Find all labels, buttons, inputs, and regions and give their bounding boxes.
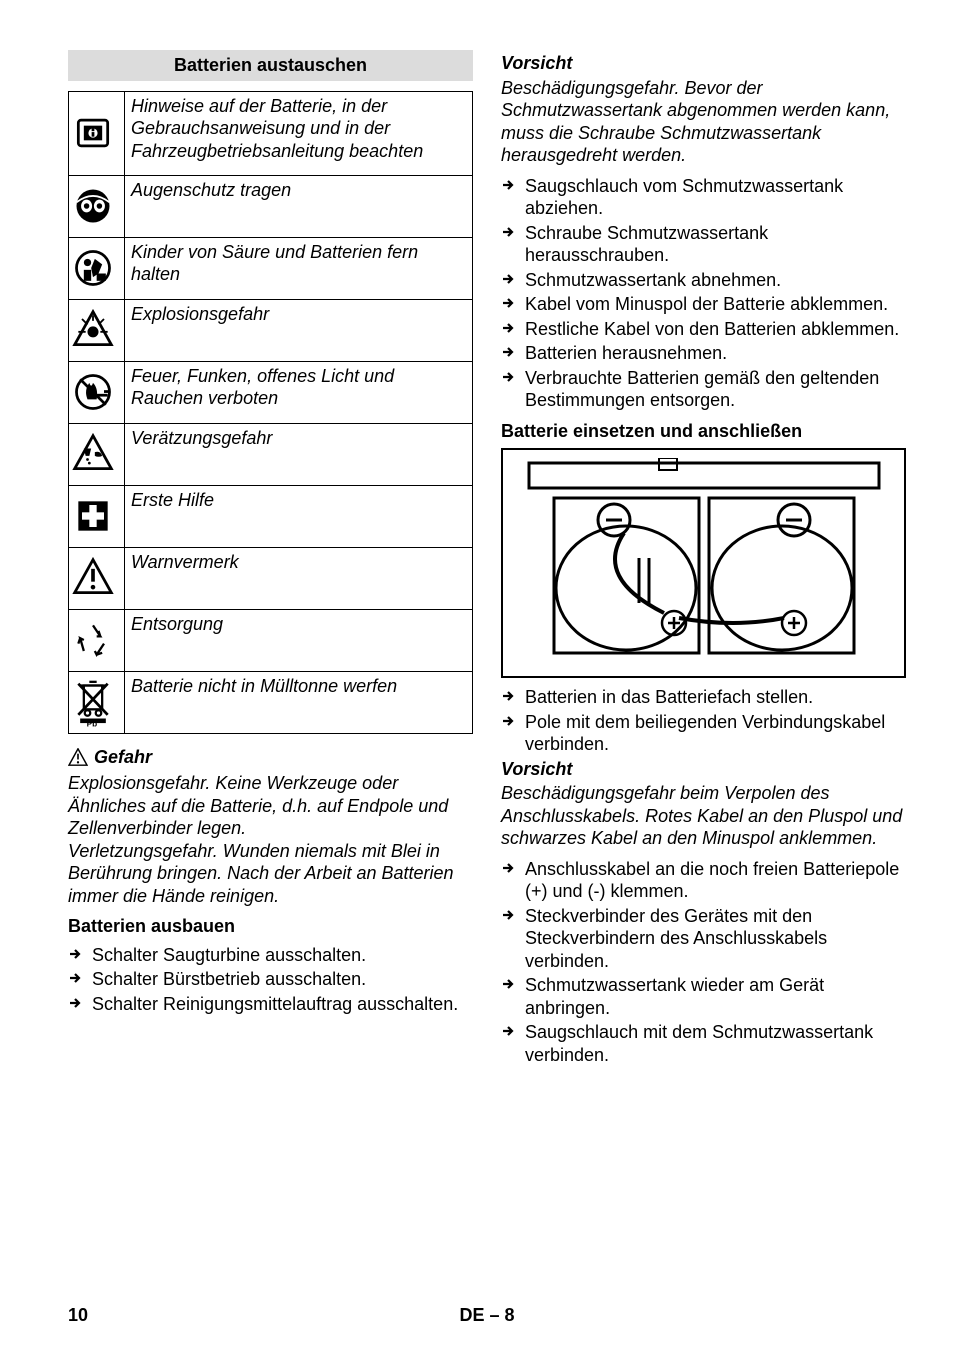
icon-row-text: Erste Hilfe [125, 485, 473, 547]
caution2-heading: Vorsicht [501, 758, 906, 781]
step-text: Schraube Schmutzwassertank herausschraub… [525, 222, 906, 267]
icon-row-text: Verätzungsgefahr [125, 423, 473, 485]
page-number: 10 [68, 1304, 88, 1327]
step-text: Restliche Kabel von den Batterien abklem… [525, 318, 899, 341]
caution1-heading: Vorsicht [501, 52, 906, 75]
icon-row-text: Batterie nicht in Mülltonne werfen [125, 671, 473, 733]
step-item: Restliche Kabel von den Batterien abklem… [501, 318, 906, 341]
step-text: Batterien in das Batteriefach stellen. [525, 686, 813, 709]
step-item: Schmutzwassertank abnehmen. [501, 269, 906, 292]
caution1-text: Beschädigungsgefahr. Bevor der Schmutzwa… [501, 77, 906, 167]
danger-label: Gefahr [94, 746, 152, 769]
section-title: Batterien austauschen [68, 50, 473, 81]
right-column: Vorsicht Beschädigungsgefahr. Bevor der … [501, 50, 906, 1068]
step-item: Schalter Reinigungsmittelauftrag ausscha… [68, 993, 473, 1016]
firstaid-icon [69, 485, 125, 547]
step-text: Schmutzwassertank abnehmen. [525, 269, 781, 292]
battery-diagram [501, 448, 906, 678]
corrosive-icon [69, 423, 125, 485]
keepaway-icon [69, 237, 125, 299]
icon-row-text: Feuer, Funken, offenes Licht und Rauchen… [125, 361, 473, 423]
icon-row-text: Explosionsgefahr [125, 299, 473, 361]
step-item: Schalter Saugturbine ausschalten. [68, 944, 473, 967]
install-heading: Batterie einsetzen und anschließen [501, 420, 906, 443]
recycle-icon [69, 609, 125, 671]
eye-icon [69, 175, 125, 237]
icon-row-text: Hinweise auf der Batterie, in der Gebrau… [125, 91, 473, 175]
page-footer: 10 DE – 8 [68, 1304, 906, 1327]
step-item: Schalter Bürstbetrieb ausschalten. [68, 968, 473, 991]
step-item: Batterien herausnehmen. [501, 342, 906, 365]
step-text: Anschlusskabel an die noch freien Batter… [525, 858, 906, 903]
icon-table-row: Augenschutz tragen [69, 175, 473, 237]
svg-text:Pb: Pb [87, 720, 98, 728]
step-item: Saugschlauch vom Schmutzwassertank abzie… [501, 175, 906, 220]
warning-icon [69, 547, 125, 609]
icon-table-row: Feuer, Funken, offenes Licht und Rauchen… [69, 361, 473, 423]
danger-heading: Gefahr [68, 746, 473, 769]
left-column: Batterien austauschen Hinweise auf der B… [68, 50, 473, 1068]
step-text: Schalter Saugturbine ausschalten. [92, 944, 366, 967]
danger-text: Explosionsgefahr. Keine Werkzeuge oder Ä… [68, 772, 473, 907]
steps1-list: Saugschlauch vom Schmutzwassertank abzie… [501, 175, 906, 412]
step-item: Pole mit dem beiliegenden Verbindungskab… [501, 711, 906, 756]
step-text: Schalter Reinigungsmittelauftrag ausscha… [92, 993, 458, 1016]
step-item: Steckverbinder des Gerätes mit den Steck… [501, 905, 906, 973]
step-text: Kabel vom Minuspol der Batterie abklemme… [525, 293, 888, 316]
battery-diagram-svg [524, 458, 884, 668]
icon-table-row: Entsorgung [69, 609, 473, 671]
icon-table-row: Hinweise auf der Batterie, in der Gebrau… [69, 91, 473, 175]
noflames-icon [69, 361, 125, 423]
icon-row-text: Augenschutz tragen [125, 175, 473, 237]
step-text: Steckverbinder des Gerätes mit den Steck… [525, 905, 906, 973]
step-item: Schraube Schmutzwassertank herausschraub… [501, 222, 906, 267]
caution2-text: Beschädigungsgefahr beim Verpolen des An… [501, 782, 906, 850]
step-item: Batterien in das Batteriefach stellen. [501, 686, 906, 709]
icon-table-row: Erste Hilfe [69, 485, 473, 547]
step-item: Anschlusskabel an die noch freien Batter… [501, 858, 906, 903]
icon-row-text: Entsorgung [125, 609, 473, 671]
explosion-icon [69, 299, 125, 361]
step-text: Saugschlauch mit dem Schmutzwassertank v… [525, 1021, 906, 1066]
warning-icon [68, 748, 88, 766]
icon-row-text: Kinder von Säure und Batterien fern halt… [125, 237, 473, 299]
icon-table-row: Pb Batterie nicht in Mülltonne werfen [69, 671, 473, 733]
icon-table-row: Verätzungsgefahr [69, 423, 473, 485]
icon-table-row: Warnvermerk [69, 547, 473, 609]
icon-table-row: Kinder von Säure und Batterien fern halt… [69, 237, 473, 299]
lang-page: DE – 8 [459, 1304, 514, 1327]
step-item: Saugschlauch mit dem Schmutzwassertank v… [501, 1021, 906, 1066]
step-text: Pole mit dem beiliegenden Verbindungskab… [525, 711, 906, 756]
icon-table-row: Explosionsgefahr [69, 299, 473, 361]
step-text: Batterien herausnehmen. [525, 342, 727, 365]
step-text: Saugschlauch vom Schmutzwassertank abzie… [525, 175, 906, 220]
steps3-list: Anschlusskabel an die noch freien Batter… [501, 858, 906, 1067]
nodustbin-icon: Pb [69, 671, 125, 733]
step-text: Schalter Bürstbetrieb ausschalten. [92, 968, 366, 991]
remove-heading: Batterien ausbauen [68, 915, 473, 938]
step-text: Schmutzwassertank wieder am Gerät anbrin… [525, 974, 906, 1019]
safety-icon-table: Hinweise auf der Batterie, in der Gebrau… [68, 91, 473, 734]
info-icon [69, 91, 125, 175]
step-item: Kabel vom Minuspol der Batterie abklemme… [501, 293, 906, 316]
step-text: Verbrauchte Batterien gemäß den geltende… [525, 367, 906, 412]
icon-row-text: Warnvermerk [125, 547, 473, 609]
remove-steps-list: Schalter Saugturbine ausschalten.Schalte… [68, 944, 473, 1016]
step-item: Verbrauchte Batterien gemäß den geltende… [501, 367, 906, 412]
steps2-list: Batterien in das Batteriefach stellen.Po… [501, 686, 906, 756]
step-item: Schmutzwassertank wieder am Gerät anbrin… [501, 974, 906, 1019]
